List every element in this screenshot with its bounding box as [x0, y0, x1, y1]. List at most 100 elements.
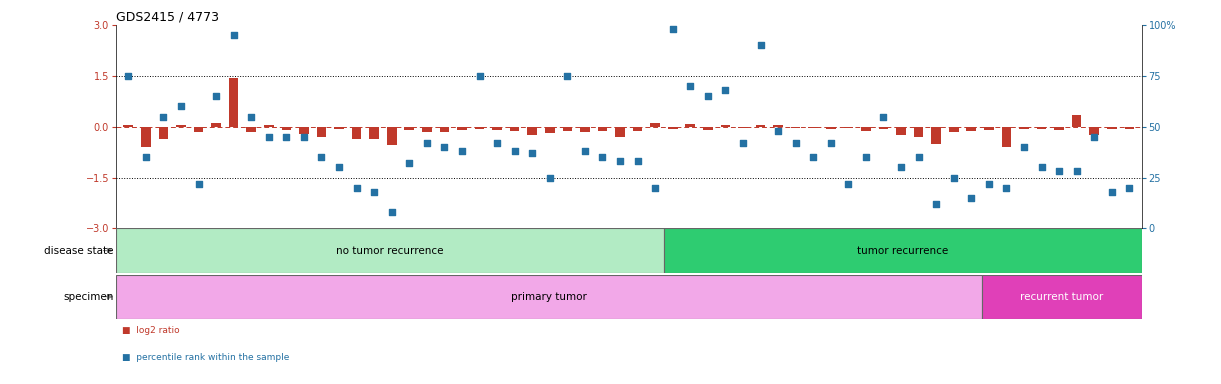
Bar — [861, 127, 871, 131]
Text: GDS2415 / 4773: GDS2415 / 4773 — [116, 11, 219, 24]
Bar — [808, 127, 818, 128]
Text: recurrent tumor: recurrent tumor — [1021, 291, 1104, 302]
Bar — [545, 127, 554, 133]
Point — [154, 114, 173, 120]
Bar — [387, 127, 397, 146]
Point — [628, 158, 647, 164]
Bar — [825, 127, 835, 129]
Point — [751, 42, 770, 48]
Bar — [316, 127, 326, 137]
Bar — [615, 127, 625, 137]
Bar — [664, 228, 1142, 273]
Point — [610, 158, 630, 164]
Bar — [756, 125, 766, 127]
Bar — [580, 127, 590, 132]
Point — [944, 174, 963, 180]
Point — [908, 154, 928, 161]
Point — [311, 154, 331, 161]
Text: no tumor recurrence: no tumor recurrence — [336, 245, 444, 256]
Bar — [510, 127, 519, 131]
Point — [136, 154, 155, 161]
Bar — [563, 127, 573, 131]
Bar — [475, 127, 485, 129]
Point — [294, 134, 314, 140]
Point — [979, 180, 999, 187]
Point — [803, 154, 823, 161]
Point — [698, 93, 718, 99]
Point — [839, 180, 858, 187]
Point — [927, 201, 946, 207]
Text: disease state: disease state — [44, 245, 114, 256]
Bar — [685, 124, 695, 127]
Bar — [228, 78, 238, 127]
Point — [575, 148, 595, 154]
Text: ■  log2 ratio: ■ log2 ratio — [122, 326, 179, 335]
Bar — [123, 125, 133, 127]
Bar — [159, 127, 168, 139]
Point — [558, 73, 578, 79]
Bar — [369, 127, 379, 139]
Point — [646, 185, 665, 191]
Point — [277, 134, 297, 140]
Bar — [932, 127, 941, 144]
Bar — [1107, 127, 1117, 129]
Point — [364, 189, 383, 195]
Bar — [773, 125, 783, 127]
Bar — [967, 127, 976, 131]
Text: ■  percentile rank within the sample: ■ percentile rank within the sample — [122, 353, 289, 362]
Point — [663, 26, 683, 32]
Point — [1067, 169, 1087, 175]
Bar — [1037, 127, 1046, 129]
Point — [1084, 134, 1104, 140]
Point — [680, 83, 700, 89]
Point — [118, 73, 138, 79]
Point — [996, 185, 1016, 191]
Bar — [422, 127, 432, 132]
Bar — [913, 127, 923, 137]
Bar — [1020, 127, 1029, 129]
Point — [961, 195, 980, 201]
Bar — [352, 127, 361, 139]
Point — [223, 32, 243, 38]
Bar — [632, 127, 642, 131]
Point — [716, 87, 735, 93]
Bar — [211, 123, 221, 127]
Bar — [440, 127, 449, 132]
Bar — [116, 275, 983, 319]
Point — [399, 160, 419, 166]
Bar — [140, 127, 150, 147]
Bar — [896, 127, 906, 135]
Bar — [651, 123, 661, 127]
Point — [1032, 164, 1051, 170]
Bar — [720, 125, 730, 127]
Bar — [457, 127, 466, 130]
Point — [786, 140, 806, 146]
Point — [487, 140, 507, 146]
Point — [592, 154, 612, 161]
Bar — [335, 127, 344, 129]
Bar — [844, 127, 853, 128]
Bar — [739, 127, 747, 128]
Point — [505, 148, 525, 154]
Point — [891, 164, 911, 170]
Bar — [983, 275, 1142, 319]
Point — [189, 180, 209, 187]
Point — [206, 93, 226, 99]
Bar — [1001, 127, 1011, 147]
Bar — [703, 127, 713, 130]
Bar — [1072, 115, 1082, 127]
Point — [1049, 169, 1068, 175]
Point — [821, 140, 840, 146]
Point — [382, 209, 402, 215]
Bar — [1089, 127, 1099, 135]
Bar — [492, 127, 502, 130]
Bar — [282, 127, 291, 130]
Text: tumor recurrence: tumor recurrence — [857, 245, 949, 256]
Bar — [264, 125, 274, 127]
Bar — [1125, 127, 1134, 129]
Point — [171, 103, 190, 109]
Point — [523, 150, 542, 156]
Bar — [527, 127, 537, 135]
Text: primary tumor: primary tumor — [512, 291, 587, 302]
Point — [1120, 185, 1139, 191]
